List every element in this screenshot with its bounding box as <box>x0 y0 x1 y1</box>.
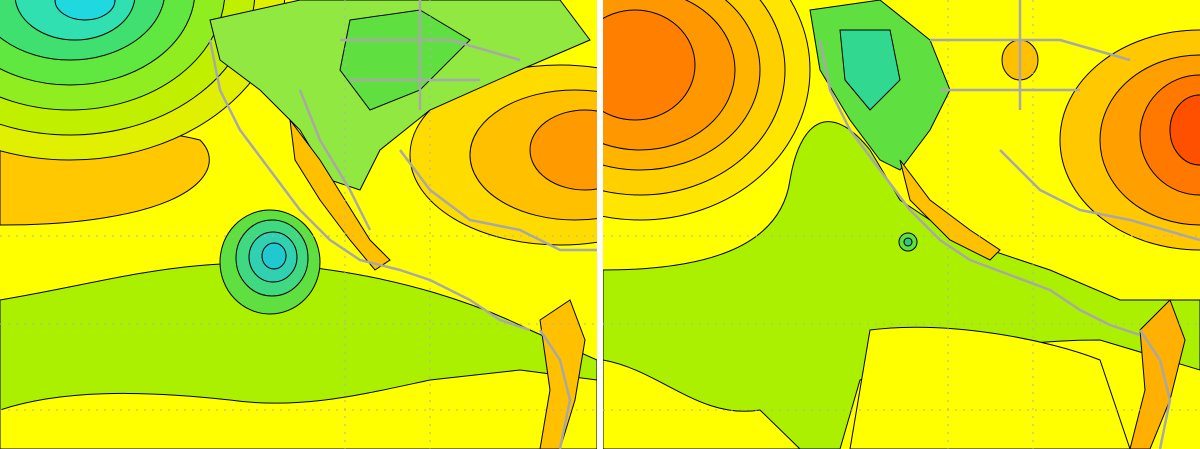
contour <box>54 0 116 21</box>
borders <box>340 0 521 110</box>
right-map <box>603 0 1200 449</box>
yellow-region <box>603 359 801 449</box>
yellow-region <box>849 326 1131 449</box>
contour <box>529 109 597 191</box>
coastline <box>818 39 1141 337</box>
northwest-low <box>0 0 286 161</box>
left-map <box>0 0 597 449</box>
east-high <box>1059 29 1200 251</box>
divider <box>597 0 603 449</box>
contour <box>1169 94 1200 166</box>
mountains <box>899 159 1001 261</box>
coastline <box>298 89 372 231</box>
coastline <box>999 149 1200 242</box>
borders <box>930 0 1131 110</box>
small-low-core <box>903 237 913 247</box>
coastline <box>1138 329 1172 449</box>
tropical-low <box>219 209 321 315</box>
coastline <box>399 149 597 252</box>
contour <box>261 242 287 270</box>
land-green-dark <box>839 29 901 111</box>
yellow-region <box>0 369 597 449</box>
contour <box>603 9 696 121</box>
northwest-high <box>603 0 811 221</box>
coastline <box>538 329 572 449</box>
east-high <box>409 64 597 246</box>
